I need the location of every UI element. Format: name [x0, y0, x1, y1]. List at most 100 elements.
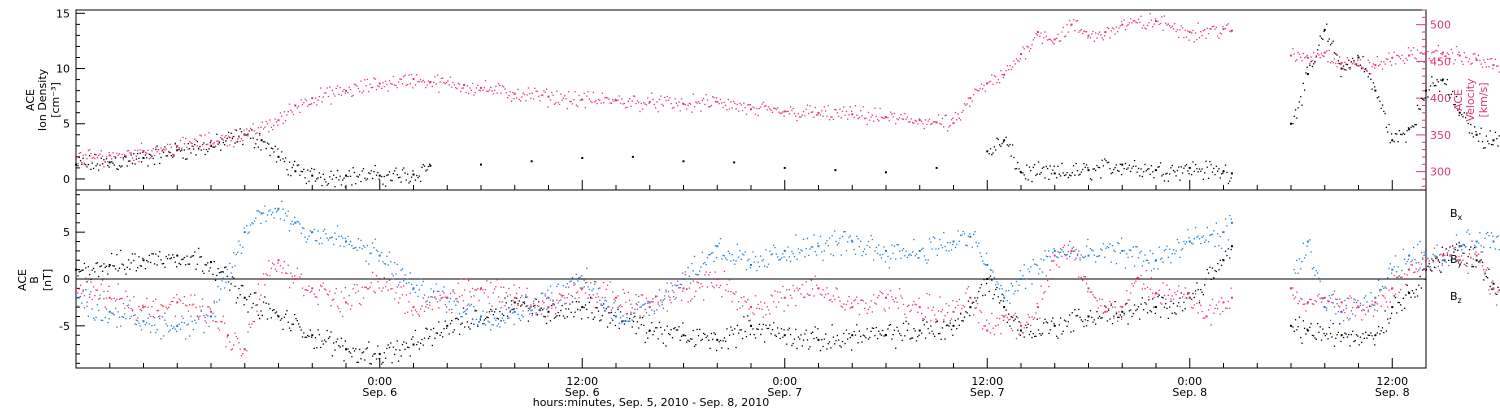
by-series-dot — [1154, 260, 1157, 262]
bx-series-dot — [689, 338, 692, 340]
by-series-dot — [677, 284, 679, 287]
velocity-series-dot — [392, 75, 395, 78]
velocity-series-dot — [1146, 24, 1149, 27]
bz-series-dot — [342, 315, 344, 318]
bx-series-dot — [1153, 306, 1155, 308]
bx-series-dot — [340, 337, 343, 339]
velocity-series-dot — [87, 149, 89, 152]
by-series-dot — [597, 288, 600, 290]
velocity-series-dot — [1145, 28, 1147, 30]
bx-series-dot — [1303, 327, 1306, 330]
density-series-dot — [313, 168, 315, 171]
bx-series-dot — [936, 320, 938, 323]
density-series-dot — [1039, 173, 1041, 175]
velocity-series-dot — [1084, 31, 1086, 33]
velocity-series-dot — [645, 104, 648, 106]
density-series-dot — [1480, 127, 1482, 129]
velocity-series-dot — [361, 92, 363, 94]
bx-series-dot — [1461, 245, 1463, 247]
bx-series-dot — [1485, 276, 1488, 278]
by-series-dot — [1450, 256, 1452, 258]
bx-series-dot — [873, 327, 875, 330]
by-series-dot — [214, 315, 217, 318]
bz-series-dot — [155, 298, 157, 300]
velocity-series-dot — [1383, 61, 1385, 63]
velocity-series-dot — [767, 106, 770, 108]
bx-series-dot — [1340, 340, 1342, 343]
by-series-dot — [1170, 262, 1172, 264]
velocity-series-dot — [989, 80, 992, 82]
density-series-dot — [277, 148, 279, 150]
bx-series-dot — [1066, 325, 1068, 327]
by-series-dot — [1385, 287, 1388, 289]
by-series-dot — [876, 252, 879, 255]
bz-series-dot — [355, 292, 357, 294]
bx-series-dot — [696, 328, 698, 331]
x-tick-time-label: 0:00 — [772, 375, 797, 388]
bx-series-dot — [567, 308, 570, 310]
velocity-series-dot — [242, 140, 244, 142]
by-series-dot — [1080, 254, 1083, 256]
density-series-dot — [407, 173, 409, 175]
by-series-dot — [1366, 301, 1368, 303]
density-series-dot — [1483, 147, 1485, 149]
velocity-series-dot — [358, 90, 361, 93]
by-series-point — [1087, 254, 1090, 257]
by-series-dot — [835, 240, 837, 243]
by-series-dot — [104, 316, 106, 319]
by-series-dot — [586, 267, 588, 270]
velocity-series-dot — [599, 99, 601, 101]
by-series-dot — [361, 248, 363, 250]
velocity-tick-label: 500 — [1430, 19, 1451, 32]
density-series-dot — [1133, 159, 1136, 162]
by-series-dot — [1158, 246, 1160, 248]
velocity-series-dot — [152, 147, 154, 150]
density-series-dot — [403, 167, 405, 169]
bx-series-point — [1121, 310, 1124, 313]
by-series-dot — [1217, 233, 1219, 235]
velocity-series-dot — [927, 120, 929, 122]
bz-series-dot — [652, 301, 654, 303]
by-series-dot — [236, 251, 239, 253]
by-series-dot — [1089, 247, 1092, 250]
velocity-series-dot — [191, 142, 193, 145]
density-series-point — [1340, 67, 1343, 70]
velocity-series-dot — [950, 119, 953, 121]
density-series-dot — [382, 183, 384, 185]
velocity-series-dot — [914, 119, 916, 122]
bx-series-dot — [431, 344, 433, 347]
bz-series-dot — [186, 305, 188, 307]
bx-series-dot — [112, 265, 114, 267]
bx-series-dot — [1313, 335, 1315, 337]
by-series-dot — [935, 248, 937, 250]
bx-series-dot — [1126, 302, 1128, 305]
velocity-series-dot — [1165, 22, 1167, 24]
bz-series-dot — [92, 286, 95, 288]
density-series-dot — [329, 176, 331, 178]
velocity-series-dot — [823, 106, 825, 108]
density-series-dot — [410, 176, 413, 178]
field-label-line3: [nT] — [41, 269, 54, 291]
velocity-series-dot — [188, 140, 191, 143]
bx-series-dot — [788, 327, 790, 329]
by-series-dot — [113, 314, 115, 316]
velocity-label-line1: ACE — [1452, 89, 1465, 111]
bx-series-dot — [1091, 316, 1093, 319]
by-series-dot — [226, 268, 228, 271]
bx-series-dot — [1209, 266, 1211, 268]
bx-series-dot — [383, 352, 385, 354]
by-series-point — [412, 287, 415, 290]
bz-series-dot — [161, 305, 163, 307]
bx-series-dot — [455, 317, 457, 320]
velocity-series-dot — [1094, 32, 1097, 34]
by-series-dot — [1174, 252, 1176, 255]
velocity-series-dot — [667, 99, 670, 101]
velocity-series-dot — [216, 140, 218, 142]
bx-series-dot — [959, 312, 962, 314]
by-series-point — [1003, 296, 1006, 299]
by-series-dot — [105, 308, 108, 310]
density-series-dot — [1085, 164, 1088, 166]
by-series-dot — [217, 285, 219, 288]
by-series-dot — [1043, 259, 1045, 261]
bz-series-dot — [114, 300, 117, 302]
